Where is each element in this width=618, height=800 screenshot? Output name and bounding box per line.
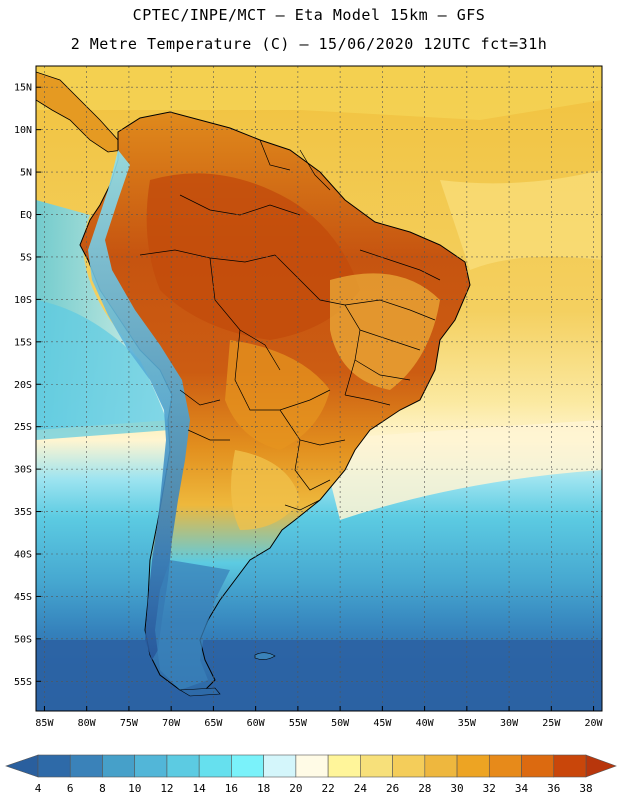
colorbar-level-label: 4: [35, 782, 42, 795]
map-subtitle: 2 Metre Temperature (C) – 15/06/2020 12U…: [70, 35, 548, 53]
lat-tick-label: 25S: [14, 422, 32, 433]
lon-tick-label: 40W: [416, 718, 435, 729]
lat-tick-label: 5N: [20, 168, 32, 179]
map-frame: [35, 65, 603, 712]
lon-tick-label: 45W: [373, 718, 392, 729]
colorbar-swatch: [69, 754, 103, 778]
lat-tick-label: 40S: [14, 549, 32, 560]
andes-cold-ridge: [88, 150, 190, 660]
colorbar-swatch: [263, 754, 297, 778]
central-warm-zone: [225, 340, 330, 450]
lon-tick-label: 60W: [247, 718, 266, 729]
lat-tick-label: 20S: [14, 380, 32, 391]
colorbar-swatch: [553, 754, 587, 778]
lon-tick-label: 20W: [585, 718, 604, 729]
colorbar-swatch: [360, 754, 393, 778]
colorbar-swatch: [392, 754, 426, 778]
colorbar-swatch: [102, 754, 136, 778]
lat-tick-label: 55S: [14, 677, 32, 688]
colorbar-level-label: 8: [99, 782, 106, 795]
colorbar-swatch: [37, 754, 71, 778]
colorbar-level-label: 22: [321, 782, 334, 795]
lon-tick-label: 80W: [78, 718, 97, 729]
lon-tick-label: 35W: [458, 718, 477, 729]
colorbar-swatch: [327, 754, 361, 778]
atlantic-warm-band: [440, 170, 602, 270]
colorbar-swatch: [488, 754, 522, 778]
tierra-del-fuego: [179, 687, 221, 697]
south-atlantic-warm-tongue: [320, 420, 602, 520]
lat-tick-label: 15N: [14, 83, 32, 94]
amazon-hot-zone: [146, 173, 360, 340]
lat-tick-label: 10S: [14, 295, 32, 306]
pampas-warm-zone: [231, 450, 300, 530]
lat-tick-label: 15S: [14, 337, 32, 348]
latitude-labels: 15N 10N 5N EQ 5S 10S 15S 20S 25S 30S 35S 40S 45S 50S 5…: [14, 83, 41, 688]
colorbar-level-label: 38: [579, 782, 592, 795]
colorbar-swatch: [198, 754, 232, 778]
colorbar-swatch: [521, 754, 555, 778]
colorbar-level-label: 20: [289, 782, 302, 795]
colorbar-level-label: 34: [515, 782, 529, 795]
lat-tick-label: 50S: [14, 634, 32, 645]
colorbar-level-label: 16: [225, 782, 238, 795]
southern-ocean-cold: [36, 640, 602, 711]
colorbar-swatch: [231, 754, 264, 778]
colorbar-low-arrow: [5, 754, 39, 778]
lat-tick-label: EQ: [20, 210, 32, 221]
map-title: CPTEC/INPE/MCT – Eta Model 15km – GFS: [132, 6, 486, 24]
longitude-labels: 85W 80W 75W 70W 65W 60W 55W 50W 45W 40W 35W 30W 25W 2…: [35, 706, 604, 729]
caribbean-warm-band: [36, 66, 602, 120]
colorbar-level-label: 12: [160, 782, 173, 795]
colorbar-level-label: 24: [354, 782, 368, 795]
colorbar: 4 6 8 10 12 14 16 18 20 22 24 26 28 30 32 34 36 38: [5, 754, 617, 795]
colorbar-level-label: 14: [193, 782, 207, 795]
lon-tick-label: 75W: [120, 718, 139, 729]
lon-tick-label: 55W: [289, 718, 308, 729]
colorbar-high-arrow: [585, 754, 617, 778]
patagonia-cold-zone: [155, 560, 230, 690]
lon-tick-label: 65W: [204, 718, 223, 729]
lon-tick-label: 70W: [162, 718, 181, 729]
central-america-land: [36, 71, 123, 153]
colorbar-level-label: 28: [418, 782, 431, 795]
graticule: [36, 66, 602, 711]
colorbar-level-label: 26: [386, 782, 399, 795]
colorbar-swatch: [424, 754, 458, 778]
brazil-highlands-zone: [330, 273, 440, 390]
lon-tick-label: 50W: [331, 718, 350, 729]
colorbar-level-label: 10: [128, 782, 141, 795]
lon-tick-label: 30W: [500, 718, 519, 729]
lat-tick-label: 10N: [14, 125, 32, 136]
colorbar-level-label: 30: [450, 782, 463, 795]
colorbar-swatch: [134, 754, 168, 778]
pacific-cool-zone-2: [36, 300, 170, 440]
lon-tick-label: 25W: [542, 718, 561, 729]
colorbar-swatch: [456, 754, 490, 778]
colorbar-level-label: 32: [483, 782, 496, 795]
lat-tick-label: 30S: [14, 465, 32, 476]
lat-tick-label: 35S: [14, 507, 32, 518]
falkland-islands: [254, 652, 276, 660]
lat-tick-label: 45S: [14, 592, 32, 603]
lat-tick-label: 5S: [20, 252, 32, 263]
lon-tick-label: 85W: [35, 718, 54, 729]
colorbar-level-label: 36: [547, 782, 560, 795]
colorbar-level-label: 18: [257, 782, 270, 795]
colorbar-swatch: [295, 754, 329, 778]
colorbar-level-label: 6: [67, 782, 74, 795]
colorbar-swatch: [166, 754, 200, 778]
